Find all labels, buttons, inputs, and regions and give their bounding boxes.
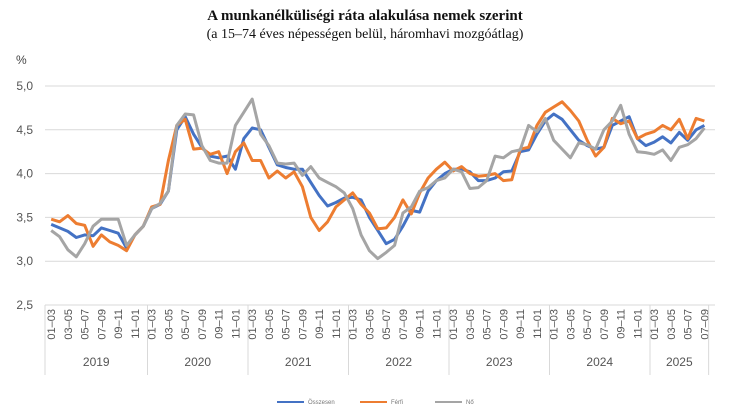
x-tick-label: 03–05 — [364, 309, 376, 340]
x-tick-label: 01–03 — [448, 309, 460, 340]
x-tick-label: 11–01 — [230, 309, 242, 339]
x-tick-label: 07–09 — [197, 309, 209, 340]
x-tick-label: 11–01 — [331, 309, 343, 339]
x-tick-label: 01–03 — [46, 309, 58, 340]
x-tick-label: 09–11 — [515, 309, 527, 339]
chart-title: A munkanélküliségi ráta alakulása nemek … — [207, 8, 523, 24]
x-tick-label: 05–07 — [281, 309, 293, 340]
y-tick-label: 4,0 — [16, 167, 33, 181]
series-line-Férfi — [50, 100, 705, 253]
x-tick-label: 09–11 — [616, 309, 628, 339]
x-tick-label: 03–05 — [63, 309, 75, 340]
x-tick-label: 07–09 — [498, 309, 510, 340]
x-tick-label: 05–07 — [482, 309, 494, 340]
y-tick-label: 3,0 — [16, 254, 33, 268]
x-tick-label: 05–07 — [80, 309, 92, 340]
y-tick-label: 4,5 — [16, 123, 33, 137]
year-label: 2022 — [385, 355, 412, 369]
x-tick-label: 01–03 — [348, 309, 360, 340]
year-label: 2023 — [486, 355, 513, 369]
year-label: 2019 — [83, 355, 110, 369]
x-tick-label: 03–05 — [465, 309, 477, 340]
x-tick-label: 09–11 — [314, 309, 326, 339]
y-axis-label: % — [16, 53, 27, 67]
x-tick-label: 01–03 — [649, 309, 661, 340]
legend-label: Összesen — [308, 399, 335, 406]
x-tick-label: 01–03 — [247, 309, 259, 340]
x-tick-label: 07–09 — [398, 309, 410, 340]
legend-label: Férfi — [391, 400, 403, 406]
series-line-Nő — [50, 97, 706, 261]
x-tick-label: 05–07 — [683, 309, 695, 340]
y-tick-label: 2,5 — [16, 298, 33, 312]
x-tick-label: 05–07 — [582, 309, 594, 340]
year-label: 2021 — [285, 355, 312, 369]
x-tick-label: 01–03 — [147, 309, 159, 340]
x-tick-label: 05–07 — [381, 309, 393, 340]
x-tick-label: 03–05 — [565, 309, 577, 340]
y-tick-label: 3,5 — [16, 210, 33, 224]
year-label: 2020 — [184, 355, 211, 369]
x-tick-label: 03–05 — [264, 309, 276, 340]
x-tick-label: 11–01 — [130, 309, 142, 339]
x-tick-label: 07–09 — [96, 309, 108, 340]
x-tick-label: 11–01 — [632, 309, 644, 339]
x-tick-label: 07–09 — [699, 309, 711, 340]
x-tick-label: 05–07 — [180, 309, 192, 340]
x-tick-label: 09–11 — [113, 309, 125, 339]
x-tick-label: 09–11 — [415, 309, 427, 339]
x-tick-label: 07–09 — [297, 309, 309, 340]
x-tick-label: 03–05 — [163, 309, 175, 340]
chart-subtitle: (a 15–74 éves népességen belül, háromhav… — [206, 27, 524, 42]
x-tick-label: 01–03 — [549, 309, 561, 340]
y-tick-label: 5,0 — [16, 79, 33, 93]
year-label: 2024 — [586, 355, 613, 369]
legend-label: Nő — [466, 400, 474, 406]
x-tick-label: 11–01 — [431, 309, 443, 339]
year-label: 2025 — [666, 355, 693, 369]
x-tick-label: 03–05 — [666, 309, 678, 340]
x-tick-label: 09–11 — [214, 309, 226, 339]
x-tick-label: 07–09 — [599, 309, 611, 340]
x-tick-label: 11–01 — [532, 309, 544, 339]
